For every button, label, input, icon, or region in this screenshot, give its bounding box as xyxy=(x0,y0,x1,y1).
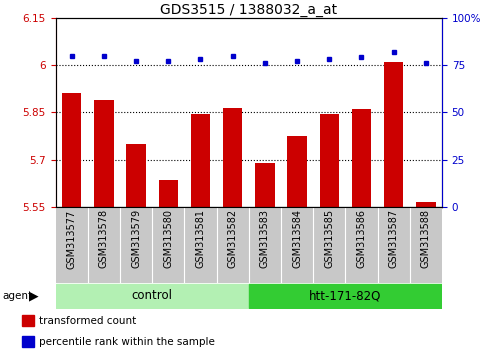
Bar xyxy=(88,207,120,283)
Bar xyxy=(345,207,378,283)
Bar xyxy=(249,284,442,308)
Bar xyxy=(94,100,114,207)
Bar xyxy=(62,93,81,207)
Bar xyxy=(152,207,185,283)
Bar xyxy=(352,109,371,207)
Text: GSM313577: GSM313577 xyxy=(67,209,77,269)
Bar xyxy=(320,114,339,207)
Text: GSM313580: GSM313580 xyxy=(163,209,173,268)
Bar xyxy=(22,336,34,347)
Bar xyxy=(56,284,249,308)
Text: GSM313587: GSM313587 xyxy=(389,209,398,268)
Text: GSM313585: GSM313585 xyxy=(324,209,334,268)
Bar xyxy=(281,207,313,283)
Bar xyxy=(416,202,436,207)
Bar xyxy=(127,144,146,207)
Text: transformed count: transformed count xyxy=(39,315,137,326)
Text: GSM313579: GSM313579 xyxy=(131,209,141,268)
Bar xyxy=(120,207,152,283)
Text: GSM313583: GSM313583 xyxy=(260,209,270,268)
Text: GSM313586: GSM313586 xyxy=(356,209,367,268)
Text: control: control xyxy=(132,290,172,302)
Text: agent: agent xyxy=(2,291,32,301)
Bar xyxy=(158,180,178,207)
Bar xyxy=(22,315,34,326)
Text: ▶: ▶ xyxy=(29,290,39,302)
Bar xyxy=(378,207,410,283)
Bar xyxy=(191,114,210,207)
Bar xyxy=(223,108,242,207)
Text: htt-171-82Q: htt-171-82Q xyxy=(309,290,382,302)
Text: GSM313578: GSM313578 xyxy=(99,209,109,268)
Title: GDS3515 / 1388032_a_at: GDS3515 / 1388032_a_at xyxy=(160,3,337,17)
Text: GSM313588: GSM313588 xyxy=(421,209,431,268)
Bar xyxy=(384,62,403,207)
Bar xyxy=(216,207,249,283)
Bar xyxy=(56,207,88,283)
Bar xyxy=(313,207,345,283)
Text: GSM313584: GSM313584 xyxy=(292,209,302,268)
Bar xyxy=(249,207,281,283)
Text: GSM313581: GSM313581 xyxy=(196,209,205,268)
Bar xyxy=(410,207,442,283)
Text: percentile rank within the sample: percentile rank within the sample xyxy=(39,337,215,347)
Text: GSM313582: GSM313582 xyxy=(227,209,238,268)
Bar xyxy=(287,136,307,207)
Bar xyxy=(255,163,274,207)
Bar xyxy=(185,207,216,283)
